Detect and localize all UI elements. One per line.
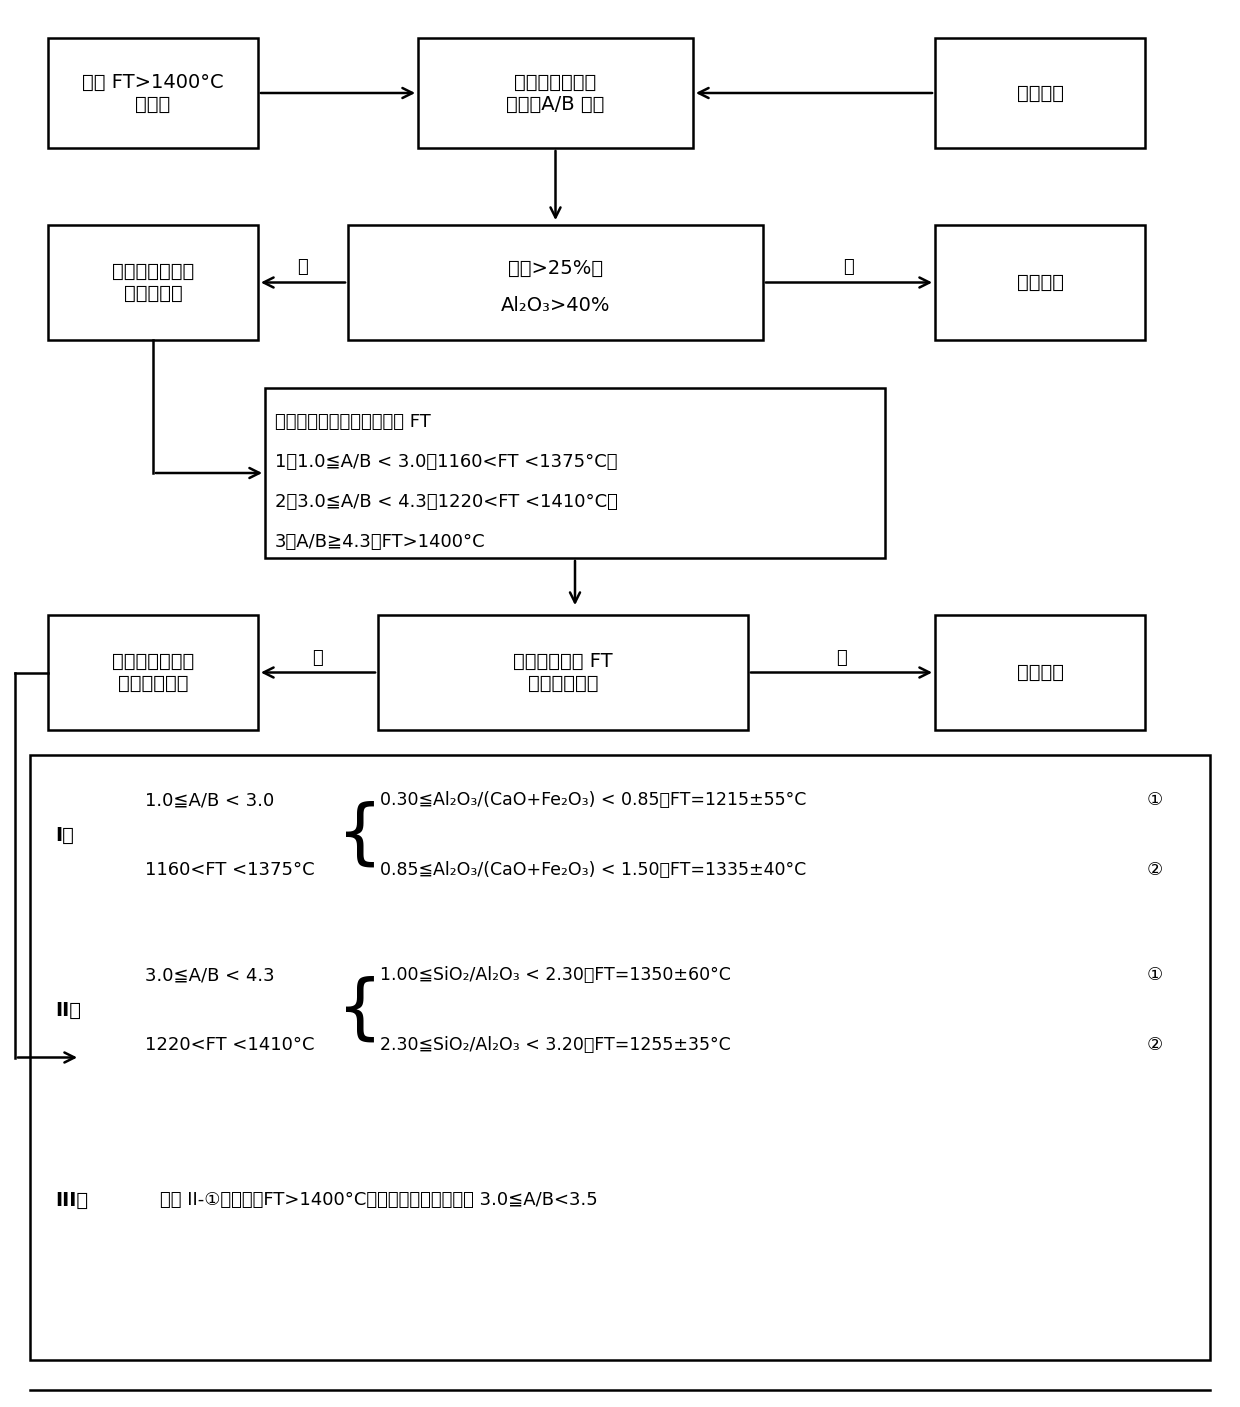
Text: 选取 FT>1400°C
的煤种: 选取 FT>1400°C 的煤种: [82, 73, 223, 114]
Text: 1：1.0≦A/B < 3.0，1160<FT <1375°C；: 1：1.0≦A/B < 3.0，1160<FT <1375°C；: [275, 453, 618, 471]
Text: 是: 是: [843, 259, 854, 277]
Text: 直接使用: 直接使用: [1017, 663, 1064, 682]
Text: 2：3.0≦A/B < 4.3，1220<FT <1410°C；: 2：3.0≦A/B < 4.3，1220<FT <1410°C；: [275, 492, 618, 511]
Text: {: {: [337, 975, 383, 1044]
Text: 3：A/B≧4.3，FT>1400°C: 3：A/B≧4.3，FT>1400°C: [275, 533, 486, 552]
Bar: [48, 38, 258, 148]
Text: 依据下列关系式配煤，粗调 FT: 依据下列关系式配煤，粗调 FT: [275, 414, 430, 431]
Text: 2.30≦SiO₂/Al₂O₃ < 3.20，FT=1255±35°C: 2.30≦SiO₂/Al₂O₃ < 3.20，FT=1255±35°C: [379, 1036, 730, 1054]
Text: 加助剂，按照下
列关系式调控: 加助剂，按照下 列关系式调控: [112, 651, 195, 694]
Bar: [265, 388, 885, 559]
Text: 灰分分析、成分
分析、A/B 分析: 灰分分析、成分 分析、A/B 分析: [506, 73, 605, 114]
Text: 否: 否: [312, 649, 324, 667]
Bar: [935, 225, 1145, 340]
Text: III：: III：: [55, 1190, 88, 1210]
Text: 1220<FT <1410°C: 1220<FT <1410°C: [145, 1036, 315, 1054]
Bar: [48, 615, 258, 730]
Text: 1.00≦SiO₂/Al₂O₃ < 2.30，FT=1350±60°C: 1.00≦SiO₂/Al₂O₃ < 2.30，FT=1350±60°C: [379, 967, 730, 983]
Bar: [30, 756, 1210, 1361]
Text: ②: ②: [1147, 861, 1163, 879]
Text: 否: 否: [298, 259, 309, 277]
Text: 1160<FT <1375°C: 1160<FT <1375°C: [145, 861, 315, 879]
Text: 测试配煤后的 FT
是否满足要求: 测试配煤后的 FT 是否满足要求: [513, 651, 613, 694]
Bar: [48, 225, 258, 340]
Bar: [418, 38, 693, 148]
Text: Al₂O₃>40%: Al₂O₃>40%: [501, 295, 610, 315]
Text: I：: I：: [55, 826, 74, 844]
Text: ②: ②: [1147, 1036, 1163, 1054]
Text: 0.85≦Al₂O₃/(CaO+Fe₂O₃) < 1.50，FT=1335±40°C: 0.85≦Al₂O₃/(CaO+Fe₂O₃) < 1.50，FT=1335±40…: [379, 861, 806, 879]
Bar: [935, 38, 1145, 148]
Text: 是: 是: [836, 649, 847, 667]
Bar: [935, 615, 1145, 730]
Text: II：: II：: [55, 1000, 81, 1020]
Text: ①: ①: [1147, 791, 1163, 809]
Text: 1.0≦A/B < 3.0: 1.0≦A/B < 3.0: [145, 791, 274, 809]
Text: 若在 II-①条件下，FT>1400°C，添加碱性助剂，使得 3.0≦A/B<3.5: 若在 II-①条件下，FT>1400°C，添加碱性助剂，使得 3.0≦A/B<3…: [160, 1190, 598, 1209]
Bar: [378, 615, 748, 730]
Text: 其它煤种: 其它煤种: [1017, 83, 1064, 103]
Text: 灰分>25%且: 灰分>25%且: [508, 259, 603, 279]
Text: 0.30≦Al₂O₃/(CaO+Fe₂O₃) < 0.85，FT=1215±55°C: 0.30≦Al₂O₃/(CaO+Fe₂O₃) < 0.85，FT=1215±55…: [379, 791, 806, 809]
Text: 3.0≦A/B < 4.3: 3.0≦A/B < 4.3: [145, 967, 274, 983]
Text: ①: ①: [1147, 967, 1163, 983]
Text: 选取灰组分差异
较大的煤种: 选取灰组分差异 较大的煤种: [112, 262, 195, 303]
Bar: [348, 225, 763, 340]
Text: {: {: [337, 801, 383, 870]
Text: 弃用该煤: 弃用该煤: [1017, 273, 1064, 293]
